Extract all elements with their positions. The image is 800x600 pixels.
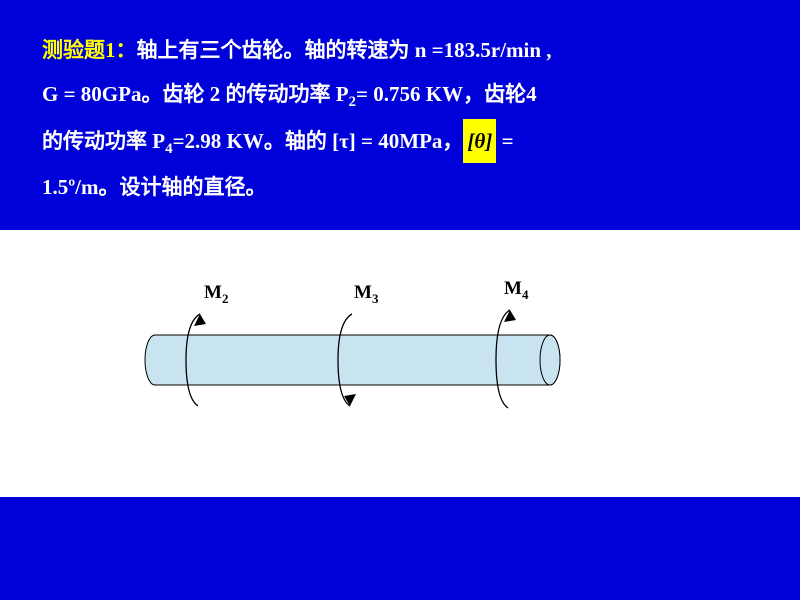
theta-highlight: [θ] (463, 119, 496, 163)
m2-label: M2 (204, 282, 228, 307)
shaft-body (145, 335, 560, 385)
problem-title-label: 测验题1： (42, 38, 137, 62)
m4-sub: 4 (522, 286, 529, 301)
m4-label: M4 (504, 278, 528, 303)
m3-arrow-head-bottom (344, 394, 356, 406)
m3-label: M3 (354, 282, 378, 307)
m3-text: M (354, 282, 372, 303)
line4: 1.5º/m。设计轴的直径。 (42, 175, 267, 199)
m3-sub: 3 (372, 290, 379, 305)
line3b: =2.98 KW。轴的 [τ] = 40MPa， (173, 129, 464, 153)
line1: 轴上有三个齿轮。轴的转速为 n =183.5r/min , (137, 38, 552, 62)
shaft-diagram: M2 M3 M4 (0, 230, 800, 497)
m2-sub: 2 (222, 290, 229, 305)
m4-arrow-head-top (504, 310, 516, 322)
problem-text: 测验题1：轴上有三个齿轮。轴的转速为 n =183.5r/min , G = 8… (0, 0, 800, 230)
m2-arrow-head-top (194, 314, 206, 326)
line2a: G = 80GPa。齿轮 2 的传动功率 P (42, 82, 349, 106)
line2b: = 0.756 KW，齿轮4 (356, 82, 537, 106)
m4-text: M (504, 278, 522, 299)
shaft-svg (0, 230, 800, 497)
shaft-end-cap (540, 335, 560, 385)
line3c: = (496, 129, 513, 153)
m2-text: M (204, 282, 222, 303)
line3a: 的传动功率 P (42, 129, 165, 153)
bottom-spacer (0, 497, 800, 597)
p2-sub: 2 (349, 94, 357, 110)
p4-sub: 4 (165, 141, 173, 157)
